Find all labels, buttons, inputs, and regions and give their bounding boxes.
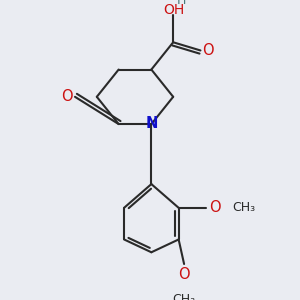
Text: O: O xyxy=(209,200,221,215)
Text: O: O xyxy=(61,89,73,104)
Text: H: H xyxy=(177,0,187,7)
Text: CH₃: CH₃ xyxy=(232,201,255,214)
Text: O: O xyxy=(178,267,190,282)
Text: N: N xyxy=(146,116,158,131)
Text: OH: OH xyxy=(163,3,184,17)
Text: O: O xyxy=(202,43,214,58)
Text: CH₃: CH₃ xyxy=(172,293,196,300)
